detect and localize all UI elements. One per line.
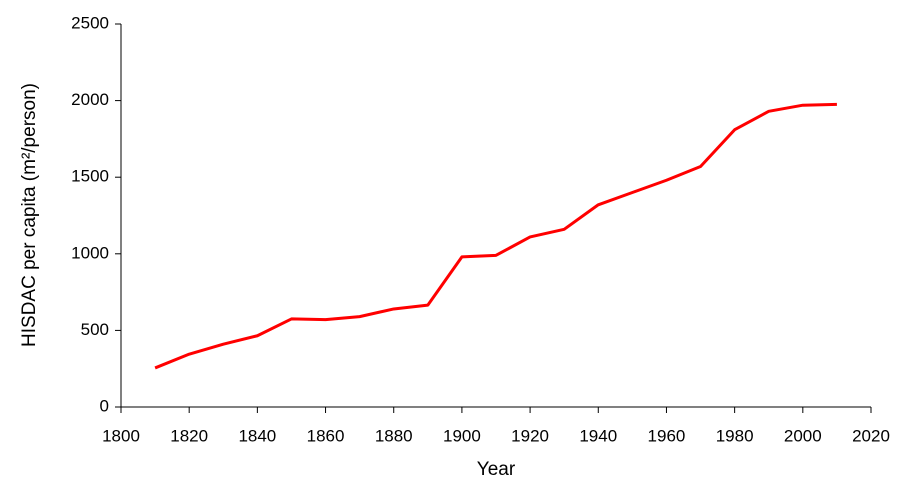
x-tick-label: 1860: [307, 426, 345, 445]
x-tick-label: 2000: [784, 426, 822, 445]
y-tick-label: 2000: [71, 90, 109, 109]
x-tick-label: 1800: [102, 426, 140, 445]
x-tick-label: 1980: [716, 426, 754, 445]
x-tick-label: 1820: [170, 426, 208, 445]
y-tick-label: 0: [100, 396, 109, 415]
x-tick-label: 1840: [238, 426, 276, 445]
x-axis-title: Year: [477, 459, 516, 480]
x-tick-label: 2020: [852, 426, 890, 445]
y-axis-title: HISDAC per capita (m²/person): [19, 83, 40, 347]
x-tick-label: 1900: [443, 426, 481, 445]
x-tick-label: 1960: [648, 426, 686, 445]
y-tick-label: 1000: [71, 243, 109, 262]
x-tick-label: 1940: [579, 426, 617, 445]
x-tick-label: 1920: [511, 426, 549, 445]
y-tick-label: 2500: [71, 13, 109, 32]
y-tick-label: 1500: [71, 167, 109, 186]
y-tick-label: 500: [81, 320, 109, 339]
x-tick-label: 1880: [375, 426, 413, 445]
data-line: [154, 102, 837, 370]
